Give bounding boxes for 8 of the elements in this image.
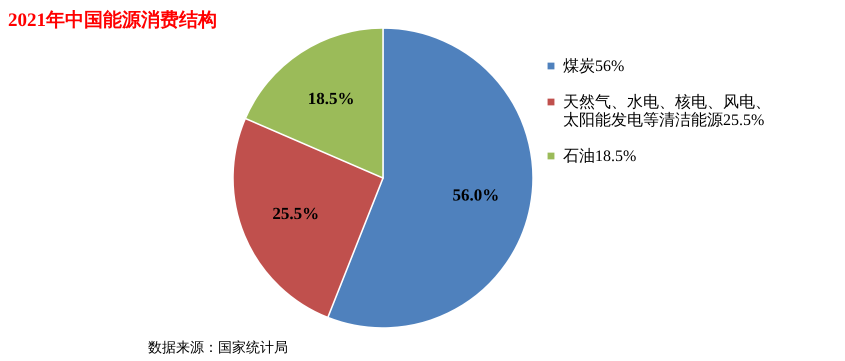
- data-label: 56.0%: [452, 186, 500, 205]
- legend-label: 石油18.5%: [563, 147, 636, 165]
- source-note: 数据来源：国家统计局: [148, 340, 288, 356]
- legend-label: 煤炭56%: [563, 57, 624, 75]
- data-label: 18.5%: [308, 89, 354, 108]
- chart-title: 2021年中国能源消费结构: [8, 9, 217, 31]
- legend-label: 天然气、水电、核电、风电、太阳能发电等清洁能源25.5%: [563, 93, 771, 129]
- data-label: 25.5%: [272, 204, 320, 224]
